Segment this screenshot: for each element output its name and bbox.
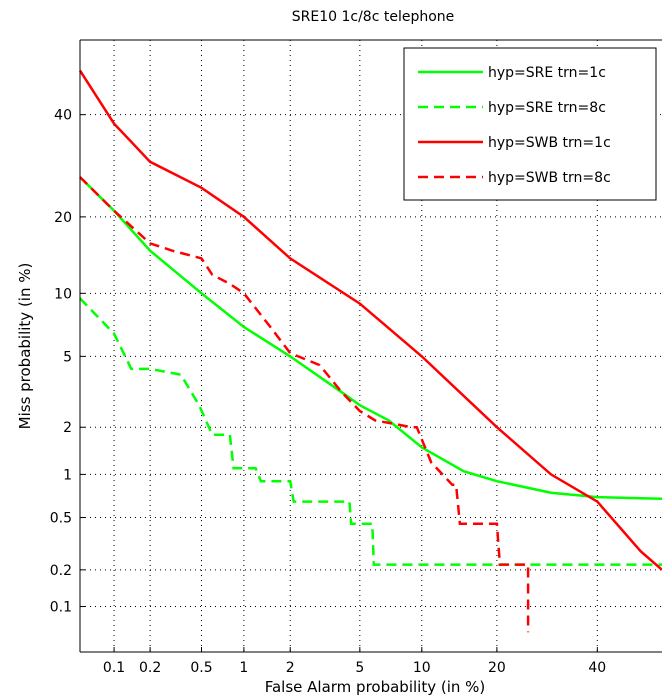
x-tick-label: 0.1 <box>103 660 125 676</box>
legend-label: hyp=SRE trn=1c <box>488 65 606 81</box>
y-tick-label: 40 <box>54 108 72 124</box>
grid <box>80 40 662 652</box>
y-tick-label: 10 <box>54 286 72 302</box>
y-tick-label: 2 <box>63 420 72 436</box>
legend-box <box>403 47 657 201</box>
y-tick-label: 20 <box>54 210 72 226</box>
y-tick-label: 0.5 <box>50 511 72 527</box>
y-tick-label: 0.1 <box>50 600 72 616</box>
chart-title: SRE10 1c/8c telephone <box>292 9 455 25</box>
y-tick-label: 1 <box>63 467 72 483</box>
legend-label: hyp=SWB trn=8c <box>488 170 611 186</box>
x-tick-label: 2 <box>286 660 295 676</box>
series-layer <box>78 69 662 633</box>
x-tick-label: 10 <box>413 660 431 676</box>
series-line <box>78 69 662 571</box>
series-line <box>79 176 662 501</box>
series-line <box>79 176 530 633</box>
legend-label: hyp=SRE trn=8c <box>488 100 606 116</box>
x-axis-label: False Alarm probability (in %) <box>265 678 486 696</box>
x-tick-label: 40 <box>588 660 606 676</box>
x-tick-label: 5 <box>355 660 364 676</box>
x-tick-label: 0.5 <box>190 660 212 676</box>
x-tick-label: 1 <box>239 660 248 676</box>
x-tick-label: 20 <box>488 660 506 676</box>
y-axis-label: Miss probability (in %) <box>16 263 34 430</box>
x-tick-label: 0.2 <box>139 660 161 676</box>
series-line <box>79 297 662 566</box>
legend-label: hyp=SWB trn=1c <box>488 135 611 151</box>
y-tick-label: 0.2 <box>50 563 72 579</box>
legend: hyp=SRE trn=1c hyp=SRE trn=8c hyp=SWB trn=… <box>403 47 657 201</box>
y-tick-label: 5 <box>63 349 72 365</box>
ticks: 0.1 0.2 0.5 1 2 5 10 20 40 0.1 0.2 0.5 1 2 5 10 20 40 <box>50 108 606 676</box>
